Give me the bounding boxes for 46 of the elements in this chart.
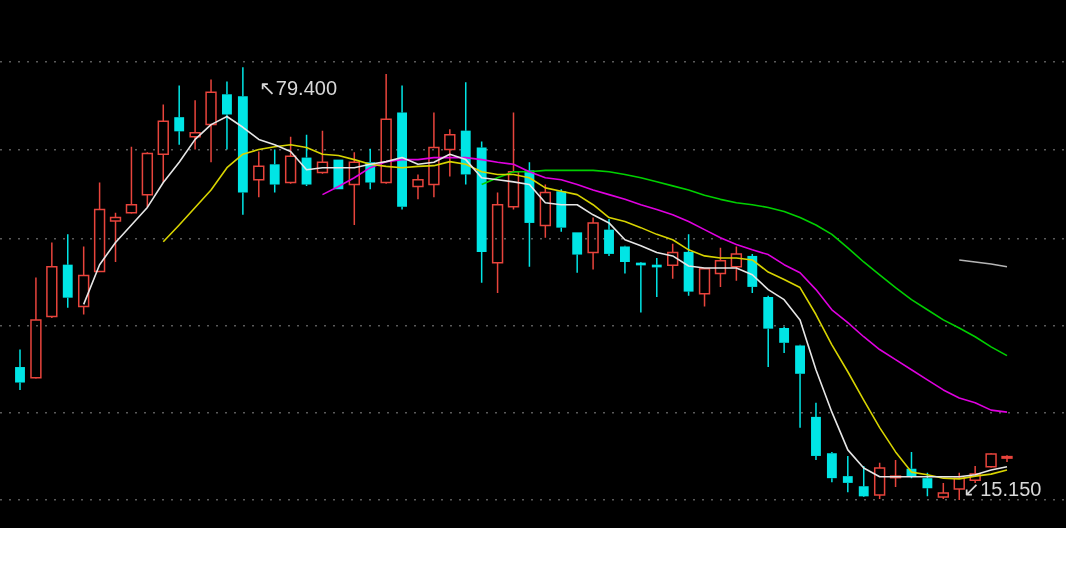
candlestick xyxy=(77,245,90,316)
candlestick xyxy=(587,216,599,271)
annotation: ↙15.150 xyxy=(963,477,1042,500)
candlestick xyxy=(858,465,869,497)
candlestick xyxy=(237,66,248,216)
candlestick xyxy=(683,233,694,297)
candlestick xyxy=(316,129,329,174)
candlestick xyxy=(969,465,981,484)
candlestick xyxy=(428,111,440,199)
candlestick xyxy=(62,233,73,309)
candlestick xyxy=(572,232,583,274)
candlestick xyxy=(667,243,679,280)
candlestick xyxy=(222,80,232,151)
candlestick xyxy=(380,73,392,184)
candlestick xyxy=(46,241,58,318)
candlestick xyxy=(412,173,424,201)
candlestick xyxy=(604,218,614,257)
annotation: ↖79.400 xyxy=(258,76,338,99)
candlestick xyxy=(714,247,727,288)
candlestick xyxy=(109,212,122,263)
candlestick xyxy=(842,455,853,494)
candlestick xyxy=(1001,455,1013,463)
candlestick xyxy=(730,245,743,282)
candlestick xyxy=(539,183,552,239)
candlestick xyxy=(269,148,280,194)
candlestick xyxy=(397,84,407,211)
candlestick xyxy=(620,246,630,275)
candlestick xyxy=(189,99,201,151)
candlestick xyxy=(157,103,169,184)
candlestick xyxy=(174,84,185,146)
candlestick xyxy=(444,128,456,178)
candlestick xyxy=(953,472,965,501)
candlestick xyxy=(125,146,138,214)
candlestick xyxy=(476,140,487,284)
candlestick xyxy=(205,78,217,164)
candlestick xyxy=(507,111,520,211)
candlestick xyxy=(811,401,821,461)
candlestick xyxy=(15,348,25,391)
candlestick xyxy=(779,327,790,354)
candlestick xyxy=(795,345,805,429)
candlestick xyxy=(253,150,265,199)
candlestick xyxy=(348,151,360,226)
candlestick xyxy=(93,181,106,273)
candlestick xyxy=(491,191,504,294)
candlestick xyxy=(284,135,297,184)
candlestick xyxy=(30,276,42,379)
